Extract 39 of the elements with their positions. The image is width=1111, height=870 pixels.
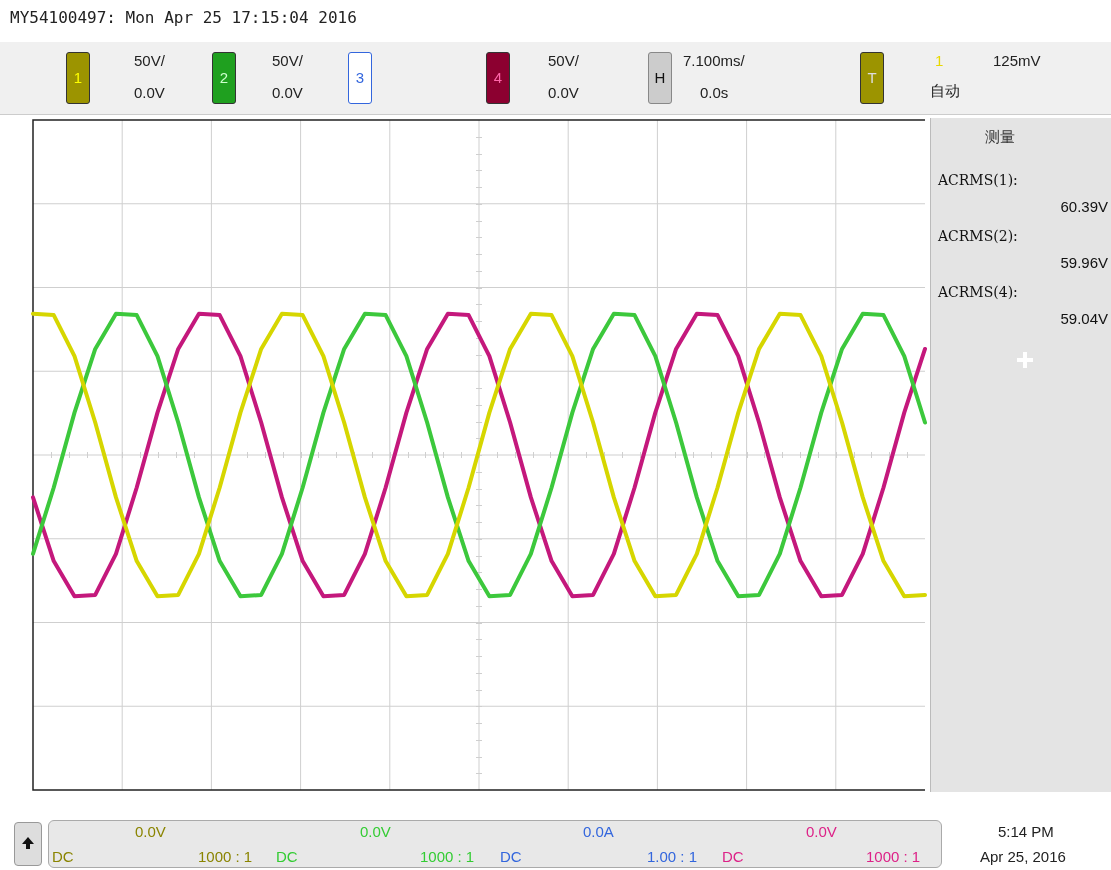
- text: 59.96V: [1060, 254, 1108, 271]
- text: Apr 25, 2016: [980, 848, 1066, 865]
- text: H: [648, 52, 672, 104]
- text: 7.100ms/: [683, 52, 745, 69]
- text: ACRMS(2):: [938, 228, 1018, 244]
- text: 自动: [930, 82, 960, 101]
- text: ACRMS(4):: [938, 284, 1018, 300]
- text: 0.0V: [806, 823, 837, 840]
- text: 0.0A: [583, 823, 614, 840]
- text: 0.0V: [135, 823, 166, 840]
- text: 5:14 PM: [998, 823, 1054, 840]
- text: 1: [935, 52, 944, 69]
- text: 0.0V: [134, 84, 165, 101]
- text: DC: [276, 848, 298, 865]
- text: 1000 : 1: [866, 848, 921, 865]
- text: 1000 : 1: [420, 848, 475, 865]
- text: 0.0V: [272, 84, 303, 101]
- text: 50V/: [134, 52, 165, 69]
- text: 1000 : 1: [198, 848, 253, 865]
- text: T: [860, 52, 884, 104]
- text: 0.0V: [548, 84, 579, 101]
- text: 2: [212, 52, 236, 104]
- text: 50V/: [272, 52, 303, 69]
- text: 0.0s: [700, 84, 729, 101]
- text: 125mV: [993, 52, 1041, 69]
- text: 4: [486, 52, 510, 104]
- text: 1.00 : 1: [647, 848, 698, 865]
- text: DC: [500, 848, 522, 865]
- text: 1: [66, 52, 90, 104]
- text: ACRMS(1):: [938, 172, 1018, 188]
- text: 测量: [985, 128, 1015, 147]
- text: DC: [722, 848, 744, 865]
- text: 60.39V: [1060, 198, 1108, 215]
- text: 50V/: [548, 52, 579, 69]
- chart-title: MY54100497: Mon Apr 25 17:15:04 2016: [10, 8, 357, 27]
- text: 59.04V: [1060, 310, 1108, 327]
- text: 3: [348, 52, 372, 104]
- text: DC: [52, 848, 74, 865]
- text: 0.0V: [360, 823, 391, 840]
